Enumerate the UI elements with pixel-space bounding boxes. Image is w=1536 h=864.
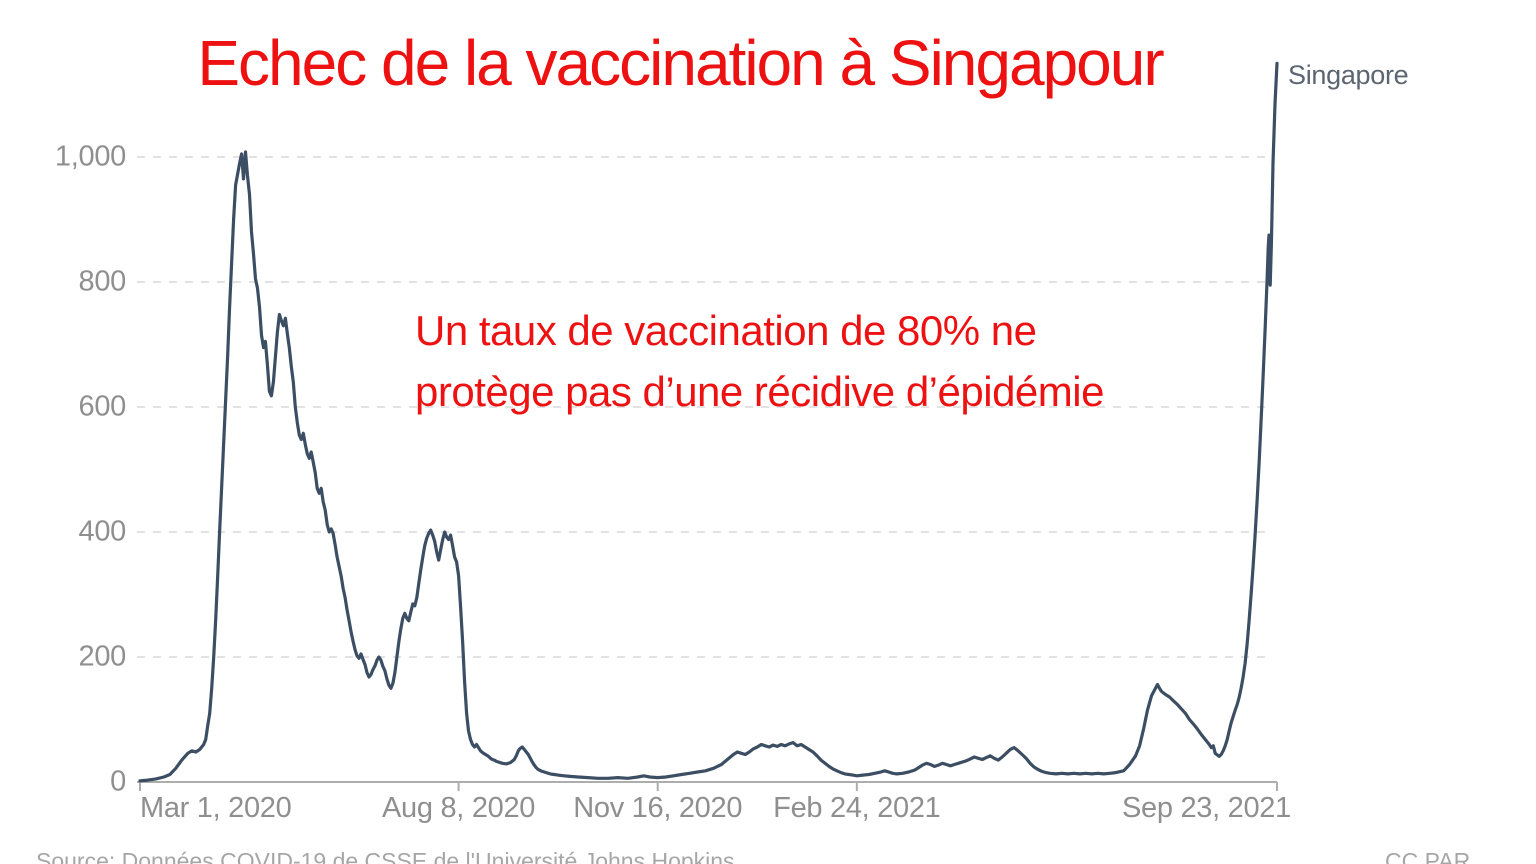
y-axis-tick-label: 400 — [78, 515, 127, 548]
license-label: CC PAR — [1385, 848, 1471, 864]
y-axis-tick-label: 1,000 — [54, 140, 126, 173]
source-attribution: Source: Données COVID-19 de CSSE de l'Un… — [36, 848, 735, 864]
annotation-line-2: protège pas d’une récidive d’épidémie — [415, 368, 1104, 415]
y-axis-tick-label: 800 — [78, 265, 127, 298]
x-axis-tick-label: Mar 1, 2020 — [140, 792, 292, 824]
y-axis-tick-label: 0 — [110, 765, 126, 798]
annotation-text: Un taux de vaccination de 80% ne protège… — [415, 300, 1104, 422]
y-axis-tick-label: 600 — [78, 390, 127, 423]
series-label-singapore: Singapore — [1288, 60, 1409, 90]
x-axis-tick-label: Aug 8, 2020 — [382, 792, 536, 824]
y-axis-tick-label: 200 — [78, 640, 127, 673]
x-axis-tick-label: Nov 16, 2020 — [573, 792, 743, 824]
page-title: Echec de la vaccination à Singapour — [197, 27, 1164, 99]
annotation-line-1: Un taux de vaccination de 80% ne — [415, 307, 1037, 354]
x-axis-tick-label: Sep 23, 2021 — [1122, 792, 1291, 824]
x-axis-tick-label: Feb 24, 2021 — [773, 792, 941, 824]
data-line-singapore — [138, 61, 1279, 783]
